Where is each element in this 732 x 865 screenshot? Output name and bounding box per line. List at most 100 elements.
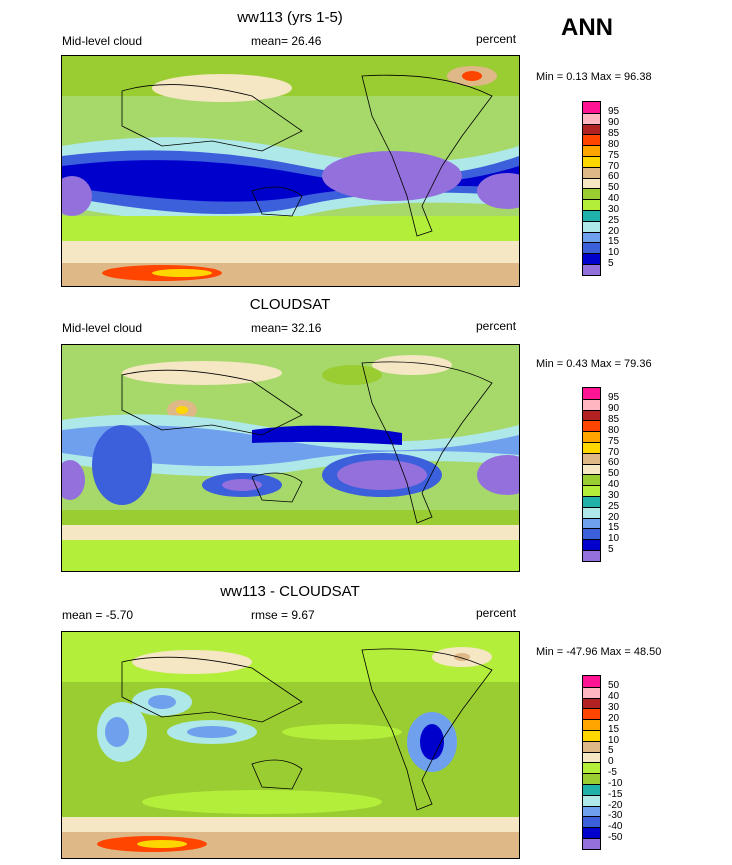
colorbar-tick-label: 50 (608, 468, 620, 479)
panel-3-map-field (62, 632, 519, 858)
colorbar-tick-label: -10 (608, 778, 623, 789)
colorbar-tick-label: 25 (608, 215, 620, 226)
panel-2-colorbar-swatch (583, 420, 600, 432)
colorbar-tick-label: 10 (608, 533, 620, 544)
panel-1-variable-label: Mid-level cloud (62, 34, 143, 48)
panel-2-colorbar-swatch (583, 506, 600, 518)
colorbar-tick-label: 30 (608, 490, 620, 501)
colorbar-tick-label: -50 (608, 832, 623, 843)
panel-2-units-label: percent (476, 319, 517, 333)
panel-2-colorbar (582, 387, 601, 562)
panel-2-variable-label: Mid-level cloud (62, 321, 143, 335)
panel-2-colorbar-swatch (583, 452, 600, 464)
colorbar-tick-label: 15 (608, 724, 620, 735)
colorbar-tick-label: -40 (608, 821, 623, 832)
panel-1-colorbar-swatch (583, 199, 600, 210)
panel-1-colorbar-swatch (583, 188, 600, 200)
panel-1-colorbar-swatch (583, 220, 600, 232)
panel-3-mean-label: mean = -5.70 (62, 608, 134, 622)
panel-1-colorbar-swatch (583, 231, 600, 243)
panel-3-colorbar-swatch (583, 816, 600, 828)
panel-3-colorbar-swatch (583, 762, 600, 774)
colorbar-tick-label: 30 (608, 702, 620, 713)
panel-3-units-label: percent (476, 606, 517, 620)
panel-3-colorbar-swatch (583, 827, 600, 838)
panel-2-map (61, 344, 520, 572)
panel-2-minmax: Min = 0.43 Max = 79.36 (536, 358, 652, 370)
colorbar-tick-label: 50 (608, 182, 620, 193)
colorbar-tick-label: 20 (608, 512, 620, 523)
panel-3-colorbar-swatch (583, 805, 600, 817)
colorbar-tick-label: 20 (608, 226, 620, 237)
panel-1-colorbar (582, 101, 601, 276)
panel-1-title: ww113 (yrs 1-5) (237, 9, 343, 26)
panel-1-colorbar-swatch (583, 155, 600, 167)
panel-1-colorbar-swatch (583, 209, 600, 221)
colorbar-tick-label: 90 (608, 117, 620, 128)
colorbar-tick-label: -20 (608, 800, 623, 811)
panel-2-colorbar-swatch (583, 549, 600, 561)
panel-2-colorbar-swatch (583, 474, 600, 486)
panel-3-map (61, 631, 520, 859)
colorbar-tick-label: 5 (608, 544, 614, 555)
colorbar-tick-label: 5 (608, 745, 614, 756)
colorbar-tick-label: 75 (608, 150, 620, 161)
colorbar-tick-label: 80 (608, 425, 620, 436)
panel-3-rmse-label: rmse = 9.67 (251, 608, 315, 622)
panel-1-colorbar-swatch (583, 134, 600, 146)
panel-2-mean-label: mean= 32.16 (251, 321, 322, 335)
panel-2-colorbar-swatch (583, 431, 600, 442)
panel-3-minmax: Min = -47.96 Max = 48.50 (536, 646, 662, 658)
panel-1-colorbar-swatch (583, 263, 600, 275)
colorbar-tick-label: 50 (608, 680, 620, 691)
panel-3-colorbar (582, 675, 601, 850)
colorbar-tick-label: 95 (608, 392, 620, 403)
panel-3-colorbar-swatch (583, 740, 600, 752)
colorbar-tick-label: 70 (608, 161, 620, 172)
colorbar-tick-label: 90 (608, 403, 620, 414)
panel-2-colorbar-swatch (583, 463, 600, 475)
colorbar-tick-label: 15 (608, 236, 620, 247)
season-label: ANN (561, 14, 613, 41)
colorbar-tick-label: 80 (608, 139, 620, 150)
panel-2-colorbar-swatch (583, 495, 600, 507)
panel-2-colorbar-swatch (583, 441, 600, 453)
colorbar-tick-label: -15 (608, 789, 623, 800)
colorbar-tick-label: 85 (608, 414, 620, 425)
panel-3-colorbar-swatch (583, 719, 600, 730)
panel-3-colorbar-swatch (583, 773, 600, 784)
panel-3-colorbar-swatch (583, 708, 600, 720)
colorbar-tick-label: 40 (608, 193, 620, 204)
panel-2-colorbar-swatch (583, 528, 600, 540)
panel-2-colorbar-swatch (583, 517, 600, 529)
panel-1-colorbar-swatch (583, 177, 600, 189)
colorbar-tick-label: 10 (608, 247, 620, 258)
panel-3-colorbar-swatch (583, 697, 600, 709)
colorbar-tick-label: 25 (608, 501, 620, 512)
colorbar-tick-label: -30 (608, 810, 623, 821)
panel-2-colorbar-swatch (583, 398, 600, 410)
colorbar-tick-label: 40 (608, 479, 620, 490)
panel-2-colorbar-swatch (583, 409, 600, 421)
panel-1-map (61, 55, 520, 287)
panel-2-title: CLOUDSAT (249, 296, 331, 313)
panel-2-colorbar-swatch (583, 388, 600, 399)
colorbar-tick-label: 40 (608, 691, 620, 702)
panel-3-colorbar-swatch (583, 751, 600, 763)
panel-1-colorbar-swatch (583, 112, 600, 124)
colorbar-tick-label: 95 (608, 106, 620, 117)
panel-2-colorbar-swatch (583, 485, 600, 496)
panel-3-colorbar-swatch (583, 837, 600, 849)
panel-3-title: ww113 - CLOUDSAT (220, 583, 360, 600)
panel-3-colorbar-swatch (583, 686, 600, 698)
panel-2-map-field (62, 345, 519, 571)
panel-1-minmax: Min = 0.13 Max = 96.38 (536, 71, 652, 83)
panel-2-colorbar-swatch (583, 539, 600, 550)
panel-1-colorbar-swatch (583, 242, 600, 254)
colorbar-tick-label: 0 (608, 756, 614, 767)
panel-3-colorbar-swatch (583, 783, 600, 795)
colorbar-tick-label: 5 (608, 258, 614, 269)
colorbar-tick-label: 20 (608, 713, 620, 724)
panel-1-colorbar-swatch (583, 166, 600, 178)
panel-1-colorbar-swatch (583, 253, 600, 264)
